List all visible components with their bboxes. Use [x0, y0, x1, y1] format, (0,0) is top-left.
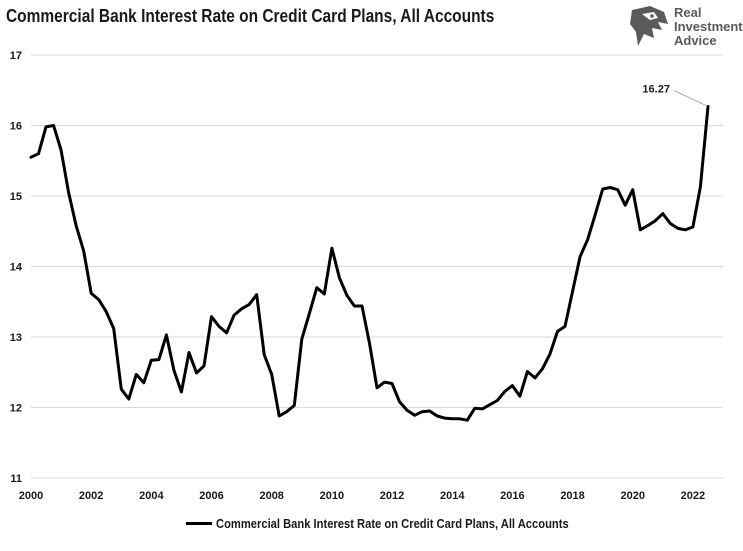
- logo-line2: Investment: [674, 19, 743, 34]
- y-tick-label: 15: [10, 191, 22, 203]
- x-tick-label: 2014: [440, 490, 465, 502]
- y-tick-label: 17: [10, 50, 22, 62]
- x-tick-label: 2006: [199, 490, 223, 502]
- annotations: 16.27: [642, 83, 707, 106]
- y-tick-label: 16: [10, 121, 22, 133]
- y-tick-label: 14: [10, 262, 23, 274]
- x-tick-label: 2022: [681, 490, 705, 502]
- logo-text: Real Investment Advice: [674, 6, 743, 48]
- logo-line1: Real: [674, 5, 702, 20]
- x-tick-label: 2004: [139, 490, 164, 502]
- x-tick-label: 2020: [620, 490, 644, 502]
- series-line: [29, 105, 710, 422]
- x-tick-label: 2002: [79, 490, 103, 502]
- brand-logo: Real Investment Advice: [628, 4, 743, 48]
- x-tick-label: 2012: [380, 490, 404, 502]
- legend: Commercial Bank Interest Rate on Credit …: [186, 516, 626, 531]
- x-tick-label: 2010: [320, 490, 344, 502]
- x-tick-label: 2018: [560, 490, 584, 502]
- legend-label: Commercial Bank Interest Rate on Credit …: [216, 516, 569, 531]
- y-tick-label: 13: [10, 332, 22, 344]
- legend-swatch: [186, 522, 212, 525]
- y-tick-label: 12: [10, 403, 22, 415]
- y-tick-label: 11: [10, 473, 22, 485]
- series-layer: [29, 105, 710, 422]
- logo-line3: Advice: [674, 33, 717, 48]
- axes: 11 12 13 14 15 16 17 2000 2002 2004 2006 2008 2010 20…: [10, 50, 705, 502]
- annotation-leader-line: [673, 90, 707, 106]
- x-tick-label: 2016: [500, 490, 524, 502]
- x-tick-label: 2000: [19, 490, 43, 502]
- gridlines: [31, 54, 723, 479]
- annotation-label: 16.27: [642, 83, 670, 95]
- x-tick-label: 2008: [259, 490, 283, 502]
- chart-title: Commercial Bank Interest Rate on Credit …: [6, 6, 495, 26]
- eagle-head-icon: [630, 6, 668, 46]
